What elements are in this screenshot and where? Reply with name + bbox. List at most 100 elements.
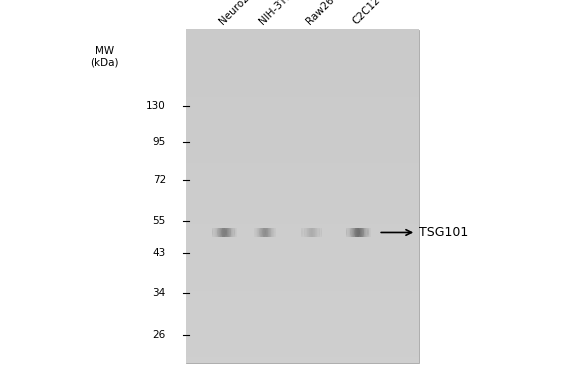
Bar [301,229,322,230]
Bar [186,312,419,319]
Bar [186,340,419,346]
Bar [186,35,419,41]
Bar [186,129,419,136]
Bar [186,318,419,324]
Text: 55: 55 [152,216,166,226]
Bar [221,228,222,237]
Bar [356,228,358,237]
Bar [272,228,274,237]
Bar [357,228,359,237]
Bar [268,228,270,237]
Bar [352,228,354,237]
Bar [186,329,419,335]
Bar [302,228,303,237]
Bar [346,233,370,234]
Bar [212,228,213,237]
Bar [220,228,221,237]
Bar [257,228,259,237]
Bar [218,228,220,237]
Bar [232,228,233,237]
Bar [358,228,359,237]
Bar [186,63,419,69]
Text: Raw264.7: Raw264.7 [304,0,348,26]
Bar [186,152,419,158]
Bar [222,228,224,237]
Text: NIH-3T3: NIH-3T3 [258,0,294,26]
Bar [347,228,349,237]
Bar [212,228,214,237]
Bar [222,228,223,237]
Bar [348,228,350,237]
Bar [346,235,370,236]
Bar [360,228,361,237]
Bar [224,228,225,237]
Bar [346,228,348,237]
Bar [214,228,215,237]
Bar [346,234,370,235]
Bar [268,228,269,237]
Bar [319,228,320,237]
Bar [354,228,355,237]
Bar [254,230,276,231]
Bar [230,228,231,237]
Bar [367,228,368,237]
Bar [186,140,419,147]
Bar [304,228,306,237]
Bar [362,228,363,237]
Bar [301,231,322,232]
Bar [301,232,322,233]
Bar [270,228,271,237]
Bar [346,231,370,232]
Bar [315,228,316,237]
Bar [254,231,276,232]
Bar [310,228,311,237]
Bar [316,228,317,237]
Bar [254,228,276,229]
Bar [212,235,236,236]
Bar [186,74,419,80]
Bar [228,228,229,237]
Bar [254,228,276,229]
Bar [186,168,419,174]
Bar [346,229,370,230]
Bar [225,228,226,237]
Text: 130: 130 [146,101,166,111]
Bar [311,228,312,237]
Bar [254,235,276,236]
Bar [186,163,419,169]
Bar [304,228,305,237]
Bar [186,29,419,36]
Bar [271,228,273,237]
Bar [216,228,217,237]
Bar [254,236,276,237]
Bar [306,228,307,237]
Bar [301,228,322,229]
Bar [317,228,318,237]
Bar [186,273,419,280]
Bar [212,236,236,237]
Bar [234,228,235,237]
Bar [321,228,322,237]
Bar [301,233,322,234]
Bar [254,235,276,236]
Bar [315,228,317,237]
Bar [254,233,276,234]
Bar [217,228,218,237]
Bar [356,228,357,237]
Text: 43: 43 [152,248,166,258]
Bar [350,228,351,237]
Bar [186,107,419,113]
Bar [311,228,313,237]
Bar [212,229,236,230]
Text: Neuro2A: Neuro2A [217,0,256,26]
Bar [254,233,276,234]
Bar [364,228,365,237]
Bar [186,185,419,191]
Bar [263,228,265,237]
Bar [262,228,264,237]
Bar [228,228,229,237]
Bar [346,232,370,233]
Bar [232,228,233,237]
Bar [254,231,276,232]
Bar [186,351,419,357]
